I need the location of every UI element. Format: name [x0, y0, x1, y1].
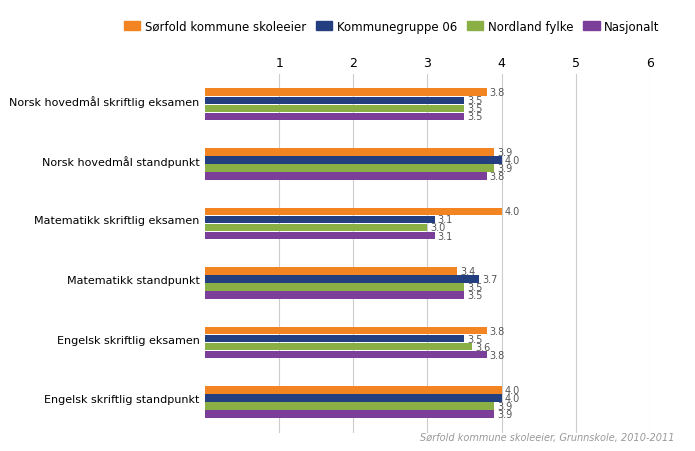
Text: 3.5: 3.5: [468, 112, 483, 122]
Bar: [205, 343, 472, 351]
Bar: [205, 410, 494, 418]
Text: 3.5: 3.5: [468, 96, 483, 106]
Bar: [205, 267, 457, 275]
Text: 4.0: 4.0: [505, 207, 520, 217]
Legend: Sørfold kommune skoleeier, Kommunegruppe 06, Nordland fylke, Nasjonalt: Sørfold kommune skoleeier, Kommunegruppe…: [120, 16, 664, 38]
Text: 3.0: 3.0: [430, 223, 445, 233]
Text: 3.5: 3.5: [468, 290, 483, 300]
Bar: [205, 276, 480, 283]
Text: 3.5: 3.5: [468, 104, 483, 114]
Text: 4.0: 4.0: [505, 385, 520, 395]
Text: 3.5: 3.5: [468, 334, 483, 344]
Bar: [205, 149, 494, 156]
Bar: [205, 208, 502, 216]
Bar: [205, 232, 435, 240]
Bar: [205, 394, 502, 402]
Text: 3.9: 3.9: [497, 401, 512, 411]
Bar: [205, 89, 486, 97]
Text: 3.9: 3.9: [497, 409, 512, 419]
Bar: [205, 165, 494, 172]
Bar: [205, 106, 464, 113]
Bar: [205, 335, 464, 343]
Text: Sørfold kommune skoleeier, Grunnskole, 2010-2011: Sørfold kommune skoleeier, Grunnskole, 2…: [420, 432, 674, 442]
Bar: [205, 216, 435, 224]
Bar: [205, 113, 464, 121]
Text: 3.8: 3.8: [490, 326, 505, 336]
Text: 3.5: 3.5: [468, 282, 483, 292]
Text: 4.0: 4.0: [505, 156, 520, 166]
Bar: [205, 284, 464, 291]
Text: 3.4: 3.4: [460, 267, 475, 276]
Bar: [205, 327, 486, 335]
Text: 4.0: 4.0: [505, 393, 520, 403]
Bar: [205, 224, 427, 232]
Bar: [205, 156, 502, 165]
Bar: [205, 291, 464, 299]
Text: 3.7: 3.7: [482, 274, 498, 285]
Bar: [205, 97, 464, 105]
Text: 3.6: 3.6: [475, 342, 490, 352]
Bar: [205, 173, 486, 180]
Text: 3.8: 3.8: [490, 350, 505, 360]
Bar: [205, 387, 502, 394]
Text: 3.1: 3.1: [438, 231, 453, 241]
Bar: [205, 351, 486, 359]
Text: 3.1: 3.1: [438, 215, 453, 225]
Text: 3.8: 3.8: [490, 172, 505, 182]
Bar: [205, 402, 494, 410]
Text: 3.9: 3.9: [497, 147, 512, 157]
Text: 3.8: 3.8: [490, 88, 505, 98]
Text: 3.9: 3.9: [497, 164, 512, 174]
